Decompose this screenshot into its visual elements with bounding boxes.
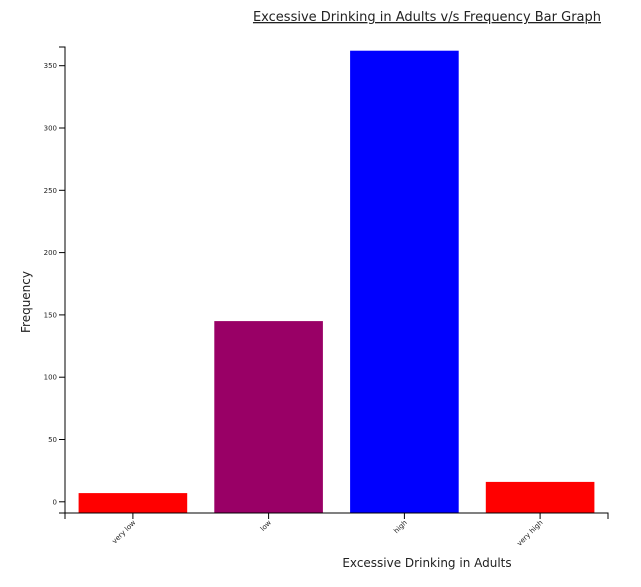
x-axis-label: Excessive Drinking in Adults (342, 556, 511, 570)
x-axis-line (64, 512, 609, 519)
y-tick-label-100: 100 (44, 374, 57, 382)
chart-title: Excessive Drinking in Adults v/s Frequen… (253, 10, 601, 25)
y-tick-label-50: 50 (48, 436, 57, 444)
y-tick-label-150: 150 (44, 311, 57, 319)
x-tick-label-very-low: very low (111, 519, 138, 546)
bars-group (78, 50, 595, 513)
bar-very-low[interactable] (78, 493, 188, 513)
bar-very-high[interactable] (485, 481, 595, 513)
x-tick-label-high: high (392, 519, 408, 535)
bar-low[interactable] (214, 321, 323, 513)
y-tick-label-250: 250 (44, 187, 57, 195)
y-axis: 0 50 100 150 200 250 300 350 (44, 46, 66, 514)
bar-high[interactable] (350, 50, 459, 513)
x-tick-label-low: low (259, 519, 273, 533)
y-axis-label: Frequency (19, 271, 33, 333)
x-tick-label-very-high: very high (516, 519, 545, 548)
y-tick-label-300: 300 (44, 125, 57, 133)
y-tick-label-350: 350 (44, 62, 57, 70)
x-axis: very low low high very high (64, 512, 609, 548)
y-axis-line (59, 46, 66, 514)
y-tick-label-0: 0 (53, 498, 57, 506)
y-tick-label-200: 200 (44, 249, 57, 257)
